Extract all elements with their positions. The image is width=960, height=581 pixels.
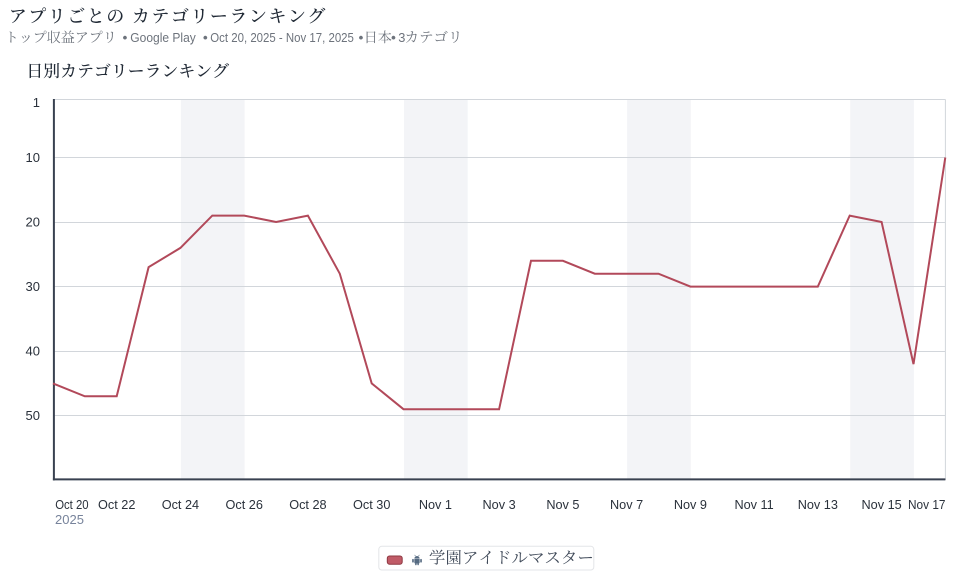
svg-text:Nov 11: Nov 11 — [734, 498, 773, 512]
svg-text:20: 20 — [26, 215, 40, 230]
svg-text:Nov 15: Nov 15 — [861, 498, 901, 512]
svg-text:•: • — [203, 30, 208, 45]
svg-text:•: • — [123, 30, 128, 45]
svg-text:1: 1 — [33, 95, 40, 110]
svg-text:Oct 20: Oct 20 — [55, 498, 88, 512]
svg-text:Oct 26: Oct 26 — [226, 498, 263, 512]
svg-text:10: 10 — [26, 150, 40, 165]
svg-text:•: • — [391, 30, 396, 45]
svg-text:Oct 20, 2025 - Nov 17, 2025: Oct 20, 2025 - Nov 17, 2025 — [210, 30, 354, 45]
svg-text:50: 50 — [26, 408, 40, 423]
svg-text:Nov 1: Nov 1 — [419, 498, 452, 512]
svg-text:Nov 17: Nov 17 — [908, 498, 946, 512]
svg-text:40: 40 — [26, 344, 40, 359]
svg-text:Nov 5: Nov 5 — [546, 498, 579, 512]
svg-text:Oct 24: Oct 24 — [162, 498, 199, 512]
svg-text:Google Play: Google Play — [130, 30, 196, 45]
svg-text:Nov 7: Nov 7 — [610, 498, 643, 512]
svg-text:Nov 13: Nov 13 — [798, 498, 838, 512]
svg-text:Nov 3: Nov 3 — [483, 498, 516, 512]
svg-text:•: • — [359, 30, 364, 45]
svg-text:Oct 30: Oct 30 — [353, 498, 390, 512]
svg-text:30: 30 — [26, 279, 40, 294]
svg-text:2025: 2025 — [55, 512, 84, 527]
svg-text:Oct 22: Oct 22 — [98, 498, 135, 512]
svg-text:Oct 28: Oct 28 — [289, 498, 326, 512]
svg-text:3: 3 — [398, 30, 405, 45]
svg-text:Nov 9: Nov 9 — [674, 498, 707, 512]
